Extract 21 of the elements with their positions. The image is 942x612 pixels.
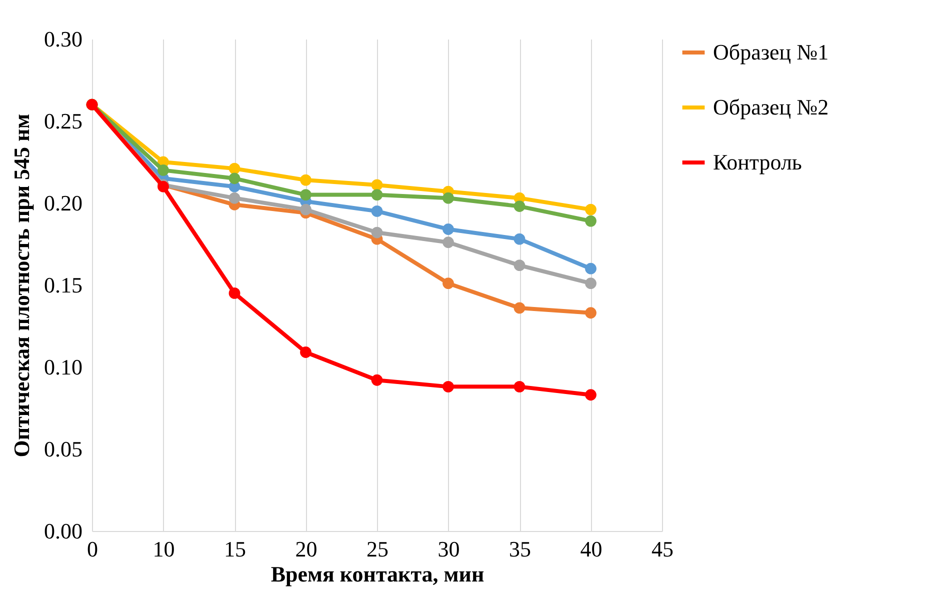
x-tick-label: 35: [509, 536, 531, 562]
y-tick-label: 0.10: [44, 354, 82, 380]
x-tick-label: 20: [295, 536, 318, 562]
x-tick-label: 15: [224, 536, 246, 562]
legend-label: Образец №1: [713, 40, 829, 64]
y-tick-label: 0.00: [44, 518, 82, 544]
x-axis-title: Время контакта, мин: [270, 562, 484, 586]
y-tick-label: 0.25: [44, 108, 82, 134]
y-axis-title: Оптическая плотность при 545 нм: [9, 114, 34, 458]
x-tick-label: 30: [438, 536, 460, 562]
y-tick-label: 0.20: [44, 190, 82, 216]
x-tick-label: 45: [652, 536, 674, 562]
y-tick-label: 0.15: [44, 272, 82, 298]
legend-label: Образец №2: [713, 94, 829, 120]
x-tick-label: 40: [580, 536, 602, 562]
legend-label: Контроль: [713, 150, 802, 174]
x-tick-label: 25: [366, 536, 388, 562]
y-tick-label: 0.05: [44, 436, 82, 462]
y-tick-label: 0.30: [44, 26, 82, 52]
x-tick-label: 10: [152, 536, 175, 562]
x-tick-label: 0: [87, 536, 98, 562]
